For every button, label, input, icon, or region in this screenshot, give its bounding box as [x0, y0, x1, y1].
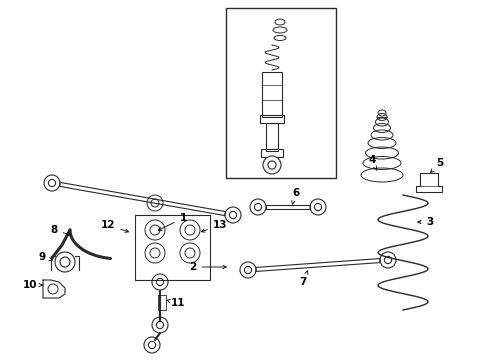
- Text: 8: 8: [50, 225, 71, 235]
- Circle shape: [152, 317, 168, 333]
- Circle shape: [240, 262, 256, 278]
- Circle shape: [185, 225, 195, 235]
- Circle shape: [44, 175, 60, 191]
- Circle shape: [152, 274, 168, 290]
- Circle shape: [150, 248, 160, 258]
- Circle shape: [145, 243, 165, 263]
- Circle shape: [384, 256, 392, 264]
- Bar: [260, 115, 284, 123]
- Circle shape: [250, 199, 266, 215]
- Bar: [262, 72, 282, 117]
- Circle shape: [60, 257, 70, 267]
- Text: 3: 3: [417, 217, 434, 227]
- Circle shape: [254, 203, 262, 211]
- Text: 7: 7: [299, 271, 308, 287]
- Circle shape: [49, 179, 55, 186]
- Circle shape: [147, 195, 163, 211]
- Bar: [261, 149, 283, 157]
- Bar: [135, 215, 210, 280]
- Circle shape: [148, 341, 156, 348]
- Circle shape: [268, 161, 276, 169]
- Text: 2: 2: [189, 262, 226, 272]
- Circle shape: [180, 243, 200, 263]
- Text: 11: 11: [167, 298, 185, 308]
- Text: 4: 4: [368, 155, 377, 170]
- Circle shape: [380, 252, 396, 268]
- Text: 9: 9: [38, 252, 52, 262]
- Circle shape: [263, 156, 281, 174]
- Bar: [226, 8, 336, 178]
- Text: 12: 12: [101, 220, 128, 232]
- Circle shape: [156, 321, 164, 329]
- Text: 6: 6: [292, 188, 299, 204]
- Circle shape: [144, 337, 160, 353]
- Circle shape: [310, 199, 326, 215]
- Circle shape: [156, 278, 164, 285]
- Circle shape: [229, 211, 237, 219]
- Text: 10: 10: [23, 280, 43, 290]
- Circle shape: [245, 266, 251, 274]
- Text: 5: 5: [431, 158, 443, 172]
- Circle shape: [225, 207, 241, 223]
- Text: 13: 13: [201, 220, 227, 232]
- Circle shape: [180, 220, 200, 240]
- Circle shape: [150, 225, 160, 235]
- Circle shape: [185, 248, 195, 258]
- Bar: [266, 123, 278, 151]
- Text: 1: 1: [158, 213, 187, 230]
- Circle shape: [145, 220, 165, 240]
- Circle shape: [55, 252, 75, 272]
- Circle shape: [315, 203, 321, 211]
